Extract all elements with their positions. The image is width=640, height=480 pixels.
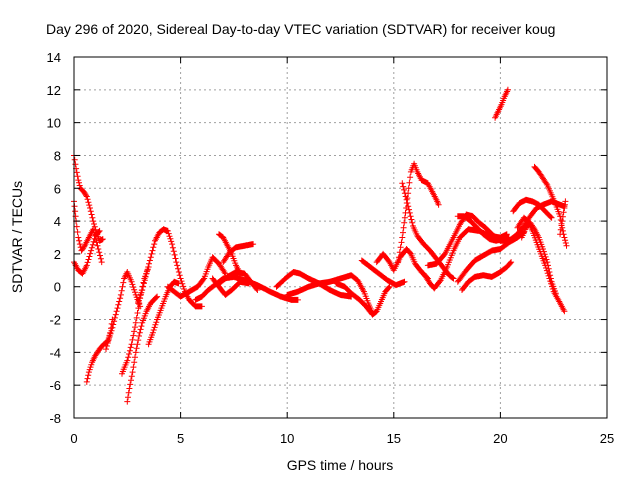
y-tick-label: 10 (47, 116, 61, 131)
axis-ticks (73, 56, 608, 419)
plot-frame (73, 56, 608, 419)
plus-markers (557, 198, 569, 238)
x-tick-label: 15 (387, 431, 401, 446)
y-tick-label: 14 (47, 50, 61, 65)
series-t10 (164, 254, 229, 300)
y-tick-label: 6 (54, 181, 61, 196)
plus-markers (531, 163, 570, 249)
series-t33 (557, 198, 569, 238)
series-t9 (135, 226, 205, 310)
plus-markers (399, 180, 457, 282)
series-t19 (358, 257, 408, 289)
y-tick-label: 12 (47, 83, 61, 98)
x-tick-labels: 0 5 10 15 20 25 (70, 431, 614, 446)
plus-markers (459, 259, 515, 293)
series-t28 (492, 86, 511, 121)
plus-markers (510, 196, 555, 221)
y-tick-label: -4 (49, 345, 61, 360)
series-t25 (454, 213, 512, 244)
y-tick-label: 2 (54, 247, 61, 262)
x-tick-label: 25 (600, 431, 614, 446)
y-axis-label: SDTVAR / TECUs (9, 181, 25, 293)
plus-markers (454, 213, 512, 244)
plus-markers (284, 272, 376, 316)
series-t29 (510, 196, 555, 221)
plus-markers (518, 219, 559, 297)
plus-markers (358, 257, 408, 289)
series-t26 (459, 259, 515, 293)
series-t27 (454, 229, 527, 285)
series-t8 (145, 278, 182, 348)
chart-title: Day 296 of 2020, Sidereal Day-to-day VTE… (46, 21, 555, 37)
plus-markers (145, 278, 182, 348)
y-tick-label: -6 (49, 378, 61, 393)
y-tick-label: 4 (54, 214, 61, 229)
plus-markers (395, 160, 442, 266)
y-tick-label: -2 (49, 313, 61, 328)
series-t15 (220, 241, 257, 266)
x-tick-label: 20 (493, 431, 507, 446)
plus-markers (220, 241, 257, 266)
series-t17 (284, 272, 376, 316)
x-tick-label: 5 (177, 431, 184, 446)
plus-markers (103, 269, 144, 353)
plus-markers (492, 86, 511, 121)
y-tick-label: -8 (49, 411, 61, 426)
plus-markers (454, 229, 527, 285)
series-t4 (83, 316, 116, 385)
plus-markers (124, 293, 161, 405)
plus-markers (216, 269, 261, 293)
x-tick-label: 10 (280, 431, 294, 446)
x-axis-label: GPS time / hours (287, 457, 394, 473)
y-tick-label: 0 (54, 280, 61, 295)
y-tick-labels: -8 -6 -4 -2 0 2 4 6 8 10 12 14 (47, 50, 61, 426)
plus-markers (135, 226, 205, 310)
series-t14 (216, 269, 261, 293)
series-t32 (518, 219, 559, 297)
plus-markers (71, 152, 106, 244)
series-t1 (71, 152, 106, 244)
series-t5 (103, 269, 144, 353)
series-t31 (531, 163, 570, 249)
plus-markers (333, 280, 393, 318)
plus-markers (164, 254, 229, 300)
x-tick-label: 0 (70, 431, 77, 446)
data-markers (71, 86, 570, 405)
series-t21 (395, 160, 442, 266)
plus-markers (83, 316, 116, 385)
y-tick-label: 8 (54, 148, 61, 163)
series-t18 (333, 280, 393, 318)
series-t22 (399, 180, 457, 282)
series-t7 (124, 293, 161, 405)
